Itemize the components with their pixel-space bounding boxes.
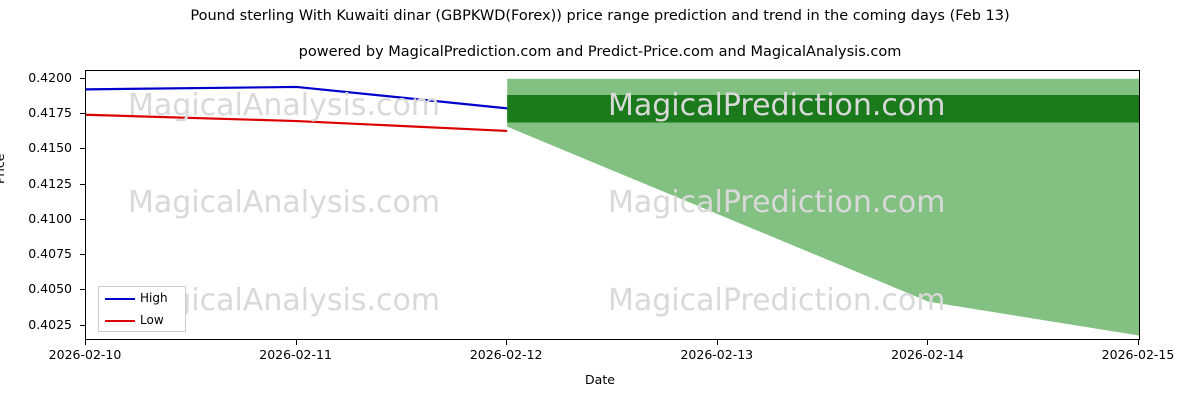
- x-axis-label: Date: [585, 372, 615, 387]
- outer-range-band: [507, 78, 1139, 336]
- x-tick-label: 2026-02-12: [469, 347, 543, 362]
- x-tick-label: 2026-02-10: [48, 347, 122, 362]
- y-tick-mark: [80, 148, 85, 150]
- x-tick-label: 2026-02-11: [259, 347, 332, 362]
- series-line-low: [86, 113, 508, 133]
- chart-title: Pound sterling With Kuwaiti dinar (GBPKW…: [190, 8, 1010, 24]
- x-tick-label: 2026-02-15: [1101, 347, 1175, 362]
- y-tick-label: 0.4075: [28, 246, 72, 262]
- y-tick-label: 0.4100: [28, 210, 72, 226]
- x-tick-mark: [927, 340, 929, 345]
- inner-range-band: [507, 94, 1139, 123]
- plot-area: [85, 70, 1140, 340]
- x-tick-label: 2026-02-13: [680, 347, 754, 362]
- y-tick-label: 0.4200: [28, 69, 72, 85]
- x-tick-mark: [1138, 340, 1139, 345]
- y-tick-mark: [80, 218, 85, 220]
- x-tick-mark: [85, 340, 86, 345]
- y-tick-label: 0.4150: [28, 140, 72, 156]
- y-tick-label: 0.4125: [28, 175, 72, 191]
- legend-swatch-low: [105, 320, 135, 322]
- legend-label-high: High: [140, 291, 168, 305]
- legend: High Low: [98, 286, 186, 332]
- x-tick-mark: [295, 340, 297, 345]
- y-tick-label: 0.4050: [28, 281, 72, 297]
- y-tick-mark: [80, 77, 85, 79]
- y-tick-mark: [80, 113, 85, 115]
- chart-subtitle: powered by MagicalPrediction.com and Pre…: [298, 44, 902, 60]
- y-tick-label: 0.4175: [28, 105, 72, 121]
- x-tick-mark: [506, 340, 508, 345]
- legend-label-low: Low: [140, 313, 164, 327]
- y-tick-mark: [80, 289, 85, 291]
- y-tick-mark: [80, 183, 85, 185]
- y-tick-label: 0.4025: [28, 316, 72, 332]
- series-line-high: [86, 85, 508, 110]
- legend-swatch-high: [105, 298, 135, 300]
- y-tick-mark: [80, 324, 85, 326]
- x-tick-label: 2026-02-14: [891, 347, 964, 362]
- y-tick-mark: [80, 254, 85, 256]
- x-tick-mark: [716, 340, 718, 345]
- legend-item-low: Low: [99, 309, 187, 332]
- plot-svg: [86, 78, 1139, 336]
- legend-item-high: High: [99, 287, 187, 310]
